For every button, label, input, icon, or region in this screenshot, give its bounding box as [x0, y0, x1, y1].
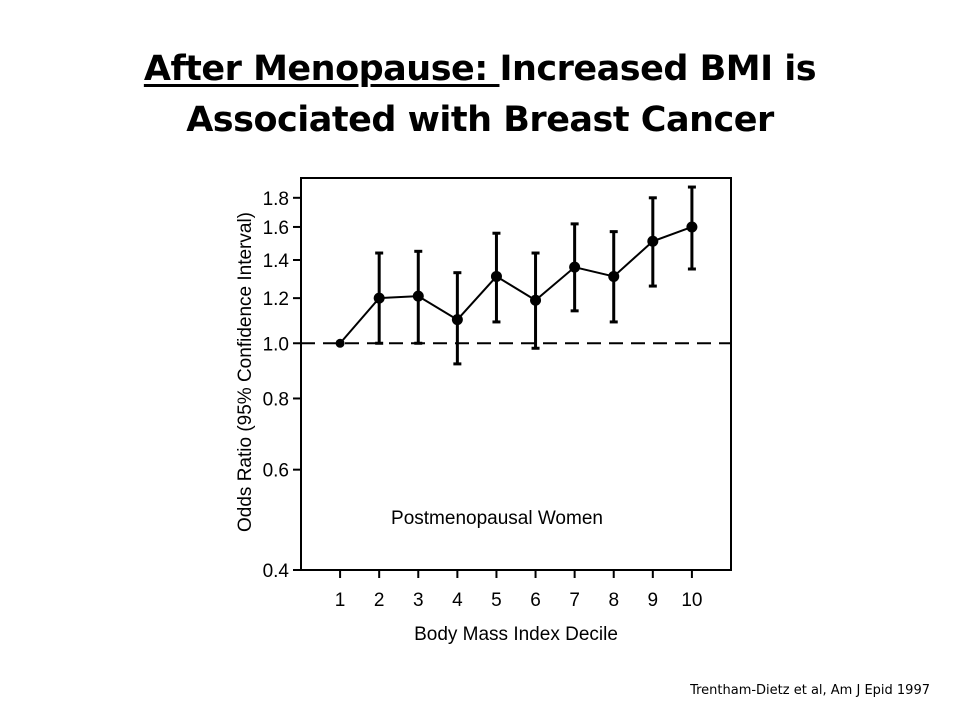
slide-title-underlined: After Menopause:: [143, 49, 500, 89]
x-axis-label: Body Mass Index Decile: [414, 624, 618, 645]
x-tick-label: 6: [530, 590, 541, 611]
y-tick-label: 1.2: [263, 289, 289, 310]
slide-title: After Menopause: Increased BMI is Associ…: [40, 44, 920, 146]
plot-annotation: Postmenopausal Women: [391, 508, 603, 529]
x-tick-label: 10: [681, 590, 702, 611]
data-point: [608, 270, 620, 282]
x-tick-label: 1: [335, 590, 346, 611]
data-point: [451, 314, 463, 326]
y-tick-label: 1.8: [263, 189, 289, 210]
data-point: [412, 290, 424, 302]
plot-frame: [300, 177, 732, 571]
data-point: [490, 270, 502, 282]
slide-title-rest: Increased BMI is Associated with Breast …: [186, 49, 817, 140]
x-tick-label: 3: [413, 590, 424, 611]
x-tick-label: 2: [374, 590, 385, 611]
y-tick-label: 0.6: [263, 461, 289, 482]
y-tick-label: 0.8: [263, 389, 289, 410]
y-tick-label: 0.4: [263, 561, 290, 582]
citation: Trentham-Dietz et al, Am J Epid 1997: [690, 683, 930, 698]
series-line: [339, 226, 693, 344]
x-tick-label: 7: [569, 590, 580, 611]
data-point: [373, 292, 385, 304]
data-point: [335, 338, 345, 348]
y-tick-label: 1.4: [263, 251, 290, 272]
y-tick-label: 1.6: [263, 218, 289, 239]
x-tick-label: 9: [648, 590, 659, 611]
data-point: [686, 221, 698, 233]
y-axis-label: Odds Ratio (95% Confidence Interval): [235, 212, 256, 532]
data-point: [530, 294, 542, 306]
data-point: [647, 235, 659, 247]
x-tick-label: 4: [452, 590, 463, 611]
x-tick-label: 5: [491, 590, 502, 611]
y-tick-label: 1.0: [263, 334, 289, 355]
x-tick-label: 8: [608, 590, 619, 611]
data-point: [569, 261, 581, 273]
